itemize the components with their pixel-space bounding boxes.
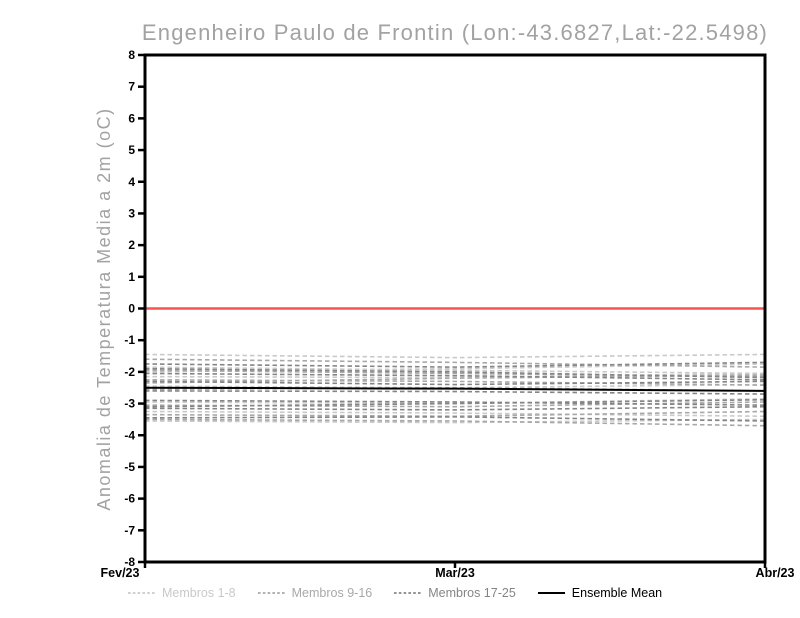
y-tick-label: -8 — [124, 555, 135, 569]
member-line — [144, 399, 766, 406]
dashed-line-swatch — [394, 592, 422, 594]
member-line — [144, 390, 766, 395]
dashed-line-swatch — [257, 592, 285, 594]
legend-label: Membros 17-25 — [428, 586, 516, 600]
member-line — [144, 418, 766, 427]
y-tick-label: -4 — [124, 428, 135, 442]
chart-title: Engenheiro Paulo de Frontin (Lon:-43.682… — [141, 20, 769, 45]
member-line — [144, 366, 766, 375]
y-tick-label: -7 — [124, 523, 135, 537]
y-tick-label: 1 — [128, 270, 135, 284]
y-tick-label: 0 — [128, 302, 135, 316]
member-line — [144, 374, 766, 384]
member-line — [144, 416, 766, 422]
member-line — [144, 378, 766, 386]
legend-item-membros-9-16: Membros 9-16 — [257, 586, 373, 600]
legend: Membros 1-8 Membros 9-16 Membros 17-25 E… — [128, 586, 662, 600]
legend-label: Ensemble Mean — [571, 586, 663, 600]
dashed-line-swatch — [128, 592, 155, 594]
y-tick-label: 5 — [128, 143, 135, 157]
x-tick-label: Fev/23 — [101, 566, 140, 580]
member-line — [144, 410, 766, 418]
member-line — [144, 353, 766, 359]
member-line — [144, 401, 766, 408]
y-tick-label: -5 — [124, 460, 135, 474]
member-line — [144, 361, 766, 368]
y-tick-label: 2 — [128, 238, 135, 252]
solid-line-swatch — [537, 592, 565, 594]
y-tick-label: 8 — [128, 48, 135, 62]
y-tick-label: 4 — [128, 175, 135, 189]
legend-label: Membros 9-16 — [291, 586, 373, 600]
x-tick-label: Abr/23 — [756, 566, 795, 580]
member-line — [144, 405, 766, 411]
legend-item-membros-17-25: Membros 17-25 — [394, 586, 516, 600]
member-line — [144, 358, 766, 368]
member-line — [144, 372, 766, 381]
legend-item-ensemble-mean: Ensemble Mean — [537, 586, 663, 600]
y-tick-label: 6 — [128, 111, 135, 125]
legend-label: Membros 1-8 — [162, 586, 236, 600]
member-line — [144, 398, 766, 408]
member-line — [144, 380, 766, 386]
member-line — [144, 369, 766, 378]
member-line — [144, 363, 766, 373]
y-tick-label: -1 — [124, 333, 135, 347]
x-tick-label: Mar/23 — [435, 566, 475, 580]
member-line — [144, 367, 766, 379]
y-tick-label: -3 — [124, 397, 135, 411]
ensemble-mean-line — [144, 386, 766, 392]
member-line — [144, 418, 766, 424]
y-tick-label: -6 — [124, 492, 135, 506]
y-tick-label: -2 — [124, 365, 135, 379]
y-tick-label: 3 — [128, 206, 135, 220]
legend-item-membros-1-8: Membros 1-8 — [128, 586, 236, 600]
y-tick-label: 7 — [128, 80, 135, 94]
